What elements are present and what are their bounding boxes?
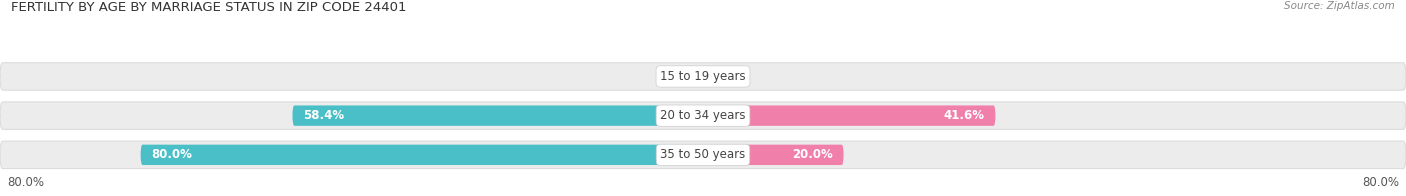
FancyBboxPatch shape	[141, 145, 703, 165]
FancyBboxPatch shape	[0, 102, 1406, 129]
Text: 80.0%: 80.0%	[152, 148, 193, 161]
Text: 41.6%: 41.6%	[943, 109, 984, 122]
Text: 58.4%: 58.4%	[304, 109, 344, 122]
Text: FERTILITY BY AGE BY MARRIAGE STATUS IN ZIP CODE 24401: FERTILITY BY AGE BY MARRIAGE STATUS IN Z…	[11, 1, 406, 14]
Text: 80.0%: 80.0%	[1362, 176, 1399, 189]
Text: 20.0%: 20.0%	[793, 148, 832, 161]
FancyBboxPatch shape	[0, 141, 1406, 169]
FancyBboxPatch shape	[703, 145, 844, 165]
Text: 15 to 19 years: 15 to 19 years	[661, 70, 745, 83]
FancyBboxPatch shape	[292, 105, 703, 126]
FancyBboxPatch shape	[0, 63, 1406, 90]
FancyBboxPatch shape	[703, 105, 995, 126]
Text: 20 to 34 years: 20 to 34 years	[661, 109, 745, 122]
Text: 0.0%: 0.0%	[659, 70, 689, 83]
Text: Source: ZipAtlas.com: Source: ZipAtlas.com	[1284, 1, 1395, 11]
Text: 35 to 50 years: 35 to 50 years	[661, 148, 745, 161]
Text: 80.0%: 80.0%	[7, 176, 44, 189]
Text: 0.0%: 0.0%	[717, 70, 747, 83]
